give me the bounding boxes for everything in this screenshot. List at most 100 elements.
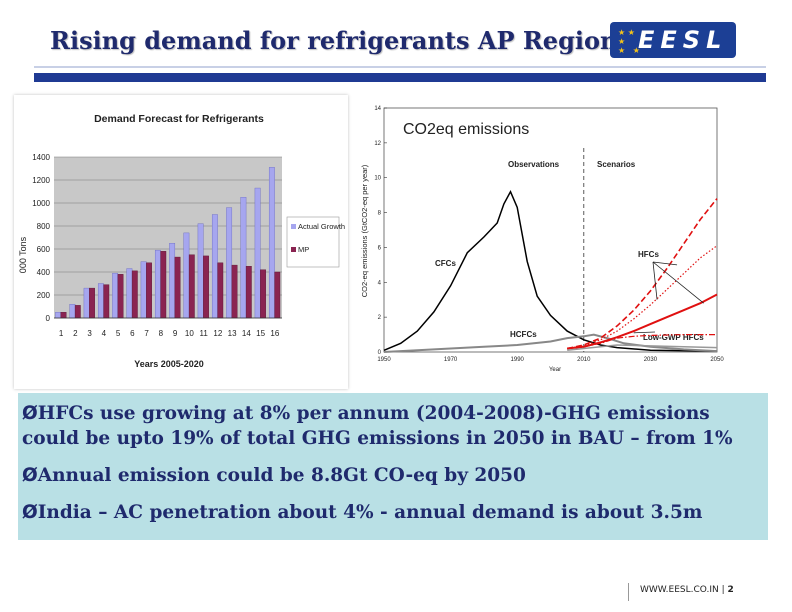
series-hcfcs [383, 333, 718, 353]
bar-actual [211, 214, 218, 319]
bar-mp [174, 256, 181, 319]
x-tick-label: 11 [199, 329, 208, 338]
bar-mp [74, 305, 81, 319]
y-tick-label: 200 [37, 291, 51, 300]
bar-mp [103, 284, 110, 319]
footer-divider [628, 583, 629, 601]
legend-mp: MP [298, 245, 309, 254]
bar-mp [146, 262, 152, 319]
label-low-gwp-hfcs: Low-GWP HFCs [643, 333, 704, 342]
series-hfc-grey-band [567, 344, 718, 352]
y-tick-label: 1400 [32, 153, 50, 162]
bar-mp [231, 264, 238, 319]
bar-mp [60, 312, 67, 319]
bar-mp [274, 271, 281, 319]
x-tick-label: 3 [87, 329, 92, 338]
bar-actual [240, 197, 247, 319]
co2eq-emissions-svg: CO2-eq emissions (GtCO2-eq per year) CO2… [360, 106, 724, 373]
bar-actual [268, 167, 275, 319]
y-tick-label: 1200 [32, 176, 50, 185]
label-observations: Observations [508, 160, 560, 169]
line-chart-title: CO2eq emissions [403, 121, 529, 138]
bar-chart-title: Demand Forecast for Refrigerants [94, 113, 264, 125]
annotation-arrow [652, 261, 658, 300]
bar-actual [197, 223, 204, 319]
y-tick-label: 1000 [32, 199, 50, 208]
y-tick-label: 8 [378, 211, 382, 217]
legend-swatch-actual [291, 224, 296, 229]
arrow-bullet-icon: Ø [22, 465, 38, 486]
footer: WWW.EESL.CO.IN | 2 [640, 585, 734, 595]
bar-chart-ylabel: 000 Tons [18, 236, 28, 273]
y-tick-label: 400 [37, 268, 51, 277]
co2eq-emissions-chart: CO2-eq emissions (GtCO2-eq per year) CO2… [355, 96, 732, 374]
bullet-1-text: HFCs use growing at 8% per annum (2004-2… [22, 403, 733, 449]
x-tick-label: 5 [116, 329, 121, 338]
bar-actual [169, 243, 176, 319]
footer-sep: | [718, 585, 728, 595]
demand-forecast-chart: Demand Forecast for Refrigerants 000 Ton… [14, 95, 348, 389]
slide-title: Rising demand for refrigerants AP Region [50, 26, 618, 55]
page-number: 2 [727, 585, 734, 595]
x-tick-label: 16 [270, 329, 279, 338]
series-cfcs [383, 189, 718, 352]
x-tick-label: 8 [159, 329, 164, 338]
x-tick-label: 9 [173, 329, 178, 338]
x-tick-label: 2010 [577, 357, 591, 363]
x-tick-label: 1 [59, 329, 64, 338]
header-divider-thin [34, 66, 766, 68]
annotation-arrow [633, 331, 656, 334]
y-tick-label: 0 [46, 314, 51, 323]
legend-swatch-mp [291, 247, 296, 252]
plot-frame [383, 107, 718, 353]
y-tick-label: 4 [378, 280, 382, 286]
series-low-gwp-hfcs [583, 334, 717, 348]
x-tick-label: 2 [73, 329, 78, 338]
x-tick-label: 7 [144, 329, 149, 338]
bar-mp [203, 255, 209, 319]
arrow-bullet-icon: Ø [22, 403, 38, 424]
x-tick-label: 1970 [444, 357, 458, 363]
y-tick-label: 600 [37, 245, 51, 254]
bullet-2: ØAnnual emission could be 8.8Gt CO-eq by… [22, 463, 762, 488]
line-chart-ylabel: CO2-eq emissions (GtCO2-eq per year) [360, 164, 369, 297]
x-tick-label: 2030 [644, 357, 658, 363]
bar-mp [188, 254, 195, 319]
bar-actual [226, 207, 233, 319]
bar-actual [55, 312, 62, 319]
y-tick-label: 14 [374, 106, 381, 112]
bar-actual [126, 268, 133, 319]
demand-forecast-svg: Demand Forecast for Refrigerants 000 Ton… [18, 113, 345, 369]
x-tick-label: 4 [102, 329, 107, 338]
bar-actual [112, 272, 119, 319]
bullet-1: ØHFCs use growing at 8% per annum (2004-… [22, 401, 762, 451]
x-tick-label: 13 [228, 329, 237, 338]
bar-actual [69, 303, 76, 319]
y-tick-label: 12 [374, 141, 381, 147]
x-tick-label: 15 [256, 329, 265, 338]
logo-text: EESL [638, 26, 728, 54]
y-tick-label: 0 [378, 350, 382, 356]
arrow-bullet-icon: Ø [22, 502, 38, 523]
bar-mp [131, 270, 138, 319]
footer-site: WWW.EESL.CO.IN [640, 585, 719, 595]
annotation-arrow [652, 261, 678, 266]
label-hcfcs: HCFCs [510, 330, 537, 339]
bar-chart-xlabel: Years 2005-2020 [134, 359, 204, 369]
annotation-arrow [652, 261, 704, 304]
y-tick-label: 800 [37, 222, 51, 231]
bullet-2-text: Annual emission could be 8.8Gt CO-eq by … [37, 465, 526, 486]
eesl-logo: ★ ★ ★ ★ ★ EESL [610, 22, 736, 58]
bar-mp [160, 251, 167, 319]
label-scenarios: Scenarios [597, 160, 636, 169]
bar-actual [140, 261, 147, 319]
x-tick-label: 1950 [377, 357, 391, 363]
x-tick-label: 10 [185, 329, 194, 338]
line-chart-xlabel: Year [549, 367, 561, 373]
bullet-3-text: India – AC penetration about 4% - annual… [37, 502, 703, 523]
x-tick-label: 14 [242, 329, 251, 338]
x-tick-label: 2050 [710, 357, 724, 363]
bar-actual [97, 283, 104, 319]
legend-actual: Actual Growth [298, 222, 345, 231]
bullet-3: ØIndia – AC penetration about 4% - annua… [22, 500, 762, 525]
